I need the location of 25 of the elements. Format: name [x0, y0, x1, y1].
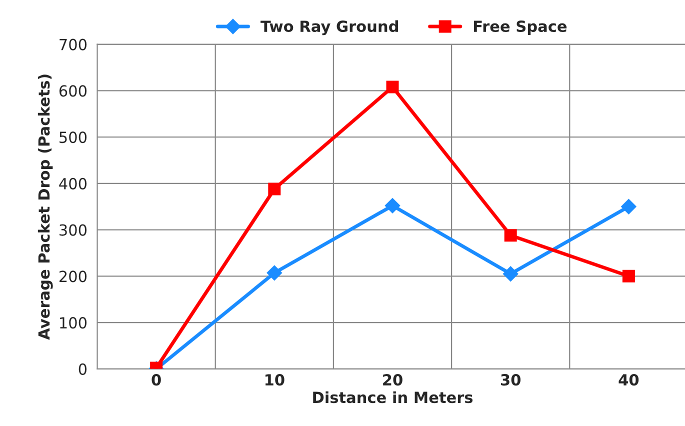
y-tick-label: 100 [60, 317, 87, 329]
y-tick-label: 300 [60, 224, 87, 236]
point [503, 266, 518, 282]
y-tick-label: 600 [59, 85, 87, 97]
y-tick-label: 0 [78, 363, 87, 375]
y-tick-label: 400 [59, 178, 87, 190]
y-tick-label: 700 [60, 38, 87, 50]
y-tick-label: 500 [60, 132, 87, 144]
x-tick-label: 20 [383, 374, 402, 386]
y-axis-title: Average Packet Drop (Packets) [38, 74, 53, 340]
x-tick-label: 40 [618, 374, 639, 386]
x-tick-label: 0 [152, 374, 161, 386]
x-tick-label: 30 [500, 374, 520, 386]
point [504, 229, 517, 242]
point [386, 80, 399, 94]
point [621, 199, 636, 214]
y-tick-label: 200 [60, 270, 87, 282]
point [622, 270, 635, 282]
legend-label: Free Space [474, 20, 567, 36]
legend-label: Two Ray Ground [260, 20, 398, 36]
point [268, 182, 281, 196]
x-axis-title: Distance in Meters [313, 391, 473, 404]
x-tick-label: 10 [266, 374, 284, 386]
point [266, 265, 282, 280]
point [384, 198, 400, 214]
